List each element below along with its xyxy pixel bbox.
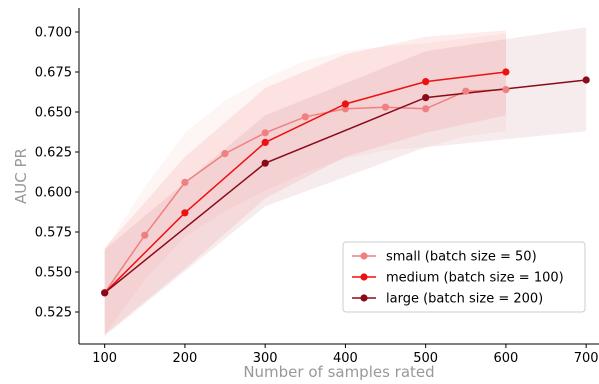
y-tick-label: 0.625 — [35, 146, 72, 161]
legend: small (batch size = 50) medium (batch siz… — [342, 241, 586, 313]
data-point-1-2 — [261, 138, 269, 146]
data-point-1-4 — [422, 78, 430, 86]
x-tick-label: 400 — [333, 351, 358, 366]
data-point-0-5 — [301, 113, 309, 121]
data-point-1-3 — [341, 100, 349, 108]
x-tick-label: 100 — [92, 351, 117, 366]
series-points — [101, 68, 590, 297]
data-point-0-7 — [381, 103, 390, 111]
legend-swatch-marker-0 — [360, 252, 368, 260]
y-tick-label: 0.575 — [35, 226, 72, 241]
y-tick-label: 0.550 — [35, 266, 72, 281]
y-tick-label: 0.600 — [35, 186, 72, 201]
x-tick-label: 200 — [173, 351, 198, 366]
series-line-1 — [104, 71, 506, 294]
legend-label-2: large (batch size = 200) — [386, 292, 543, 307]
data-point-0-4 — [261, 129, 269, 137]
data-point-0-8 — [422, 105, 430, 113]
legend-frame — [342, 241, 586, 313]
axes — [78, 8, 599, 345]
data-point-2-1 — [261, 159, 269, 167]
x-tick-label: 300 — [253, 351, 278, 366]
legend-label-0: small (batch size = 50) — [386, 250, 537, 265]
legend-swatch-marker-1 — [360, 273, 368, 281]
x-tick-label: 600 — [493, 351, 518, 366]
data-point-0-1 — [141, 231, 149, 239]
y-axis-label: AUC PR — [12, 148, 30, 204]
legend-swatch-marker-2 — [360, 294, 368, 302]
x-tick-label: 500 — [413, 351, 438, 366]
x-tick-label: 700 — [574, 351, 599, 366]
x-ticks: 100 200 300 400 500 600 700 — [92, 344, 599, 366]
data-point-2-3 — [582, 76, 590, 84]
y-ticks: 0.525 0.550 0.575 0.600 0.625 0.650 0.675 0.700 — [35, 26, 79, 321]
y-tick-label: 0.700 — [35, 26, 72, 41]
data-point-2-0 — [101, 289, 109, 297]
data-point-0-2 — [181, 178, 189, 186]
data-point-1-5 — [502, 68, 510, 76]
data-point-1-1 — [181, 209, 189, 217]
data-point-2-2 — [422, 94, 430, 102]
data-point-0-10 — [502, 86, 510, 94]
data-point-0-3 — [221, 150, 229, 158]
data-point-0-9 — [462, 87, 470, 95]
y-tick-label: 0.650 — [35, 106, 72, 121]
legend-label-1: medium (batch size = 100) — [386, 271, 564, 286]
y-tick-label: 0.675 — [35, 66, 72, 81]
confidence-band-2 — [104, 27, 587, 336]
confidence-band-0 — [104, 33, 506, 335]
x-axis-label: Number of samples rated — [243, 363, 434, 381]
y-tick-label: 0.525 — [35, 306, 72, 321]
